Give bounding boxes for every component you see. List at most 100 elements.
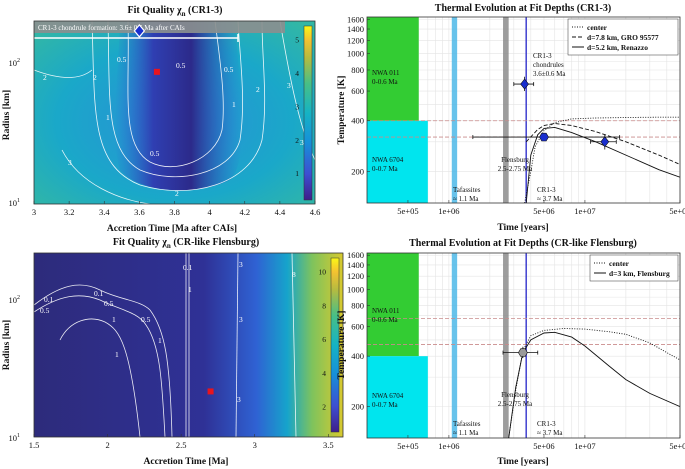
p2-contour-label: 1 — [115, 350, 119, 359]
p4-legend-box — [589, 254, 679, 282]
p2-contour-8 — [291, 253, 297, 437]
ytick-label: 1600 — [347, 250, 364, 260]
panel-thermal-flensburg: Thermal Evolution at Fit Depths (CR-like… — [337, 238, 685, 467]
p2-heatmap-field — [34, 253, 343, 437]
p3-ann-flensburg: Flensburg 2.5-2.75 Ma — [498, 156, 533, 173]
band-0 — [367, 17, 419, 121]
band-3 — [503, 17, 509, 203]
p1-heatmap-valley — [115, 21, 242, 191]
p4-axes-frame — [366, 252, 681, 439]
colorbar-tick-label: 1 — [295, 169, 299, 178]
p3-ann-nwa011: NWA 011 0-0.6 Ma — [372, 69, 400, 86]
xtick-label: 3.2 — [64, 207, 75, 217]
p4-title: Thermal Evolution at Fit Depths (CR-like… — [409, 238, 637, 249]
xtick-label: 3.4 — [99, 207, 110, 217]
p1-contour-label: 2 — [175, 189, 179, 198]
ytick-label: 200 — [351, 402, 364, 412]
p2-xlabel: Accretion Time [Ma] — [144, 457, 229, 467]
xtick-label: 3 — [32, 207, 36, 217]
p4-ann-cr13: CR1-3 ≈ 3.7 Ma — [537, 420, 563, 437]
xtick-label: 5e+06 — [533, 441, 554, 451]
colorbar-tick-label: 3 — [295, 102, 299, 111]
p1-contour-2 — [91, 21, 266, 191]
p1-contour-1 — [107, 21, 243, 178]
xtick-label: 2 — [105, 440, 109, 450]
p4-annotations: NWA 011 0-0.6 Ma NWA 6704 0-0.7 Ma Tafassi… — [372, 307, 563, 437]
ytick-label: 600 — [351, 322, 364, 332]
xtick-label: 3.8 — [169, 207, 180, 217]
p2-contour-label: 3 — [237, 395, 241, 404]
series-line — [508, 331, 680, 438]
band-1 — [367, 120, 428, 203]
ytick-label: 400 — [351, 116, 364, 126]
ytick-label: 1600 — [347, 14, 364, 24]
p2-contour-1 — [59, 318, 141, 437]
p1-colorbar-ticks: 1 2 3 4 5 — [295, 35, 299, 178]
p3-ylabel: Temperature [K] — [337, 76, 347, 145]
p2-best-fit-marker — [207, 388, 214, 395]
p4-legend-center: center — [609, 259, 630, 268]
p2-contour-label: 3 — [239, 315, 243, 324]
p1-contour-05 — [127, 21, 224, 168]
colorbar-tick-label: 10 — [319, 268, 327, 277]
series-line — [524, 116, 680, 203]
p3-legend-center: center — [587, 23, 608, 32]
p2-contour-label: 1 — [112, 315, 116, 324]
panel-fit-quality-flensburg: Fit Quality χn (CR-like Flensburg) 0.1 0… — [2, 237, 344, 467]
ytick-label: 1000 — [347, 49, 364, 59]
p2-contour-label: 0.1 — [183, 263, 193, 272]
p2-contour-label: 1 — [158, 336, 162, 345]
ytick-label: 200 — [351, 166, 364, 176]
p3-legend-box — [567, 18, 679, 56]
ytick-label: 1200 — [347, 271, 364, 281]
band-0 — [367, 253, 419, 357]
p1-contour-label: 2 — [93, 73, 97, 82]
p4-x-ticks: 5e+05 1e+06 5e+06 1e+07 5e+07 — [397, 435, 685, 451]
p4-ann-flensburg: Flensburg 2.5-2.75 Ma — [498, 391, 533, 408]
p1-contour-2b — [34, 69, 93, 78]
p2-axes-frame — [33, 252, 344, 438]
p1-contour-labels: 0.5 0.5 0.5 1 1 2 2 2 3 3 3 2 0.5 — [43, 55, 304, 198]
p1-ytick-label: 102 — [9, 58, 21, 68]
xtick-label: 5e+06 — [533, 206, 554, 216]
p1-ytick-label: 101 — [9, 198, 21, 208]
xtick-label: 1.5 — [29, 440, 40, 450]
p1-banner: CR1-3 chondrule formation: 3.6± 0.6 Ma a… — [38, 24, 185, 32]
band-2 — [451, 253, 458, 438]
p1-contours — [34, 21, 315, 204]
p2-contours — [34, 253, 297, 437]
p1-contour-label: 1 — [232, 100, 236, 109]
p1-contour-label: 3 — [68, 158, 72, 167]
ytick-label: 800 — [351, 301, 364, 311]
p2-ytick-label: 101 — [9, 433, 21, 443]
ytick-label: 1000 — [347, 284, 364, 294]
p1-contour-3 — [61, 149, 151, 204]
p1-y-ticks: 101 102 — [9, 58, 21, 208]
p4-ann-nwa6704: NWA 6704 0-0.7 Ma — [372, 392, 404, 409]
p1-contour-label: 3 — [300, 138, 304, 147]
p1-contour-label: 0.5 — [176, 61, 186, 70]
ytick-label: 800 — [351, 65, 364, 75]
p2-contour-label: 3 — [239, 260, 243, 269]
colorbar-tick-label: 8 — [322, 301, 326, 310]
xtick-label: 5e+05 — [397, 206, 418, 216]
p1-constraint-marker — [133, 23, 146, 38]
p2-contour-labels: 0.1 0.5 0.1 0.5 1 0.5 1 1 3 3 1 0.1 3 8 — [40, 260, 296, 404]
p2-title: Fit Quality χn (CR-like Flensburg) — [113, 237, 259, 250]
p3-xlabel: Time [years] — [497, 223, 548, 233]
band-1 — [367, 356, 428, 438]
p2-x-ticks: 1.5 2 2.5 3 3.5 — [29, 434, 334, 450]
xtick-label: 4 — [208, 207, 213, 217]
xtick-label: 3.5 — [323, 440, 334, 450]
ytick-label: 1200 — [347, 35, 364, 45]
p2-colorbar — [330, 257, 340, 433]
p1-title: Fit Quality χn (CR1-3) — [128, 5, 223, 18]
p2-ylabel: Radius [km] — [2, 320, 12, 370]
xtick-label: 5e+07 — [669, 206, 685, 216]
p2-contour-05 — [34, 295, 166, 437]
p3-annotations: NWA 011 0-0.6 Ma NWA 6704 0-0.7 Ma Tafassi… — [372, 52, 566, 203]
p3-x-ticks: 5e+05 1e+06 5e+06 1e+07 5e+07 — [397, 200, 685, 216]
p3-plot-area — [367, 17, 680, 203]
